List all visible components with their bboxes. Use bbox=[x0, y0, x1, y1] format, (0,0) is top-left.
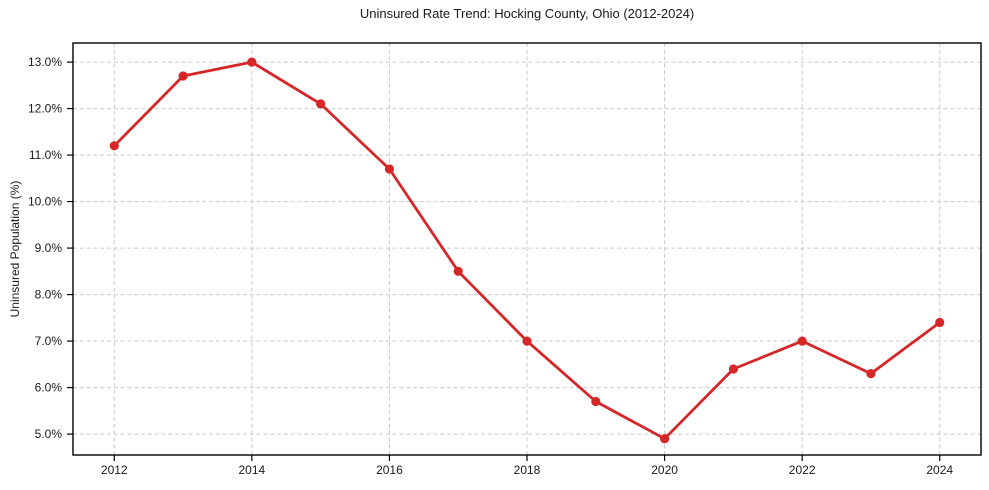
y-tick-label: 10.0% bbox=[28, 195, 62, 209]
x-tick-label: 2014 bbox=[238, 463, 265, 477]
data-point bbox=[247, 57, 257, 67]
y-tick-label: 9.0% bbox=[35, 241, 63, 255]
x-tick-label: 2012 bbox=[101, 463, 128, 477]
data-point bbox=[591, 396, 601, 407]
data-point bbox=[316, 99, 326, 109]
data-point bbox=[935, 317, 945, 328]
x-tick-label: 2022 bbox=[789, 463, 816, 477]
data-point bbox=[728, 364, 739, 374]
data-point bbox=[797, 336, 807, 346]
data-point bbox=[384, 164, 394, 174]
y-tick-label: 11.0% bbox=[29, 148, 62, 162]
x-tick-label: 2016 bbox=[376, 463, 403, 477]
x-tick-label: 2020 bbox=[651, 463, 678, 477]
data-point bbox=[660, 434, 670, 444]
data-point bbox=[866, 369, 876, 379]
x-tick-label: 2018 bbox=[514, 463, 541, 477]
data-point bbox=[522, 336, 532, 346]
y-tick-label: 7.0% bbox=[35, 334, 63, 348]
data-point bbox=[178, 71, 188, 81]
chart-title: Uninsured Rate Trend: Hocking County, Oh… bbox=[359, 6, 695, 21]
data-point bbox=[453, 266, 463, 276]
y-tick-label: 8.0% bbox=[35, 288, 63, 302]
data-point bbox=[109, 141, 119, 151]
y-tick-label: 6.0% bbox=[35, 381, 63, 395]
y-tick-label: 5.0% bbox=[35, 427, 63, 441]
y-tick-label: 12.0% bbox=[28, 102, 62, 116]
x-tick-label: 2024 bbox=[926, 463, 953, 477]
y-tick-label: 13.0% bbox=[28, 55, 62, 69]
